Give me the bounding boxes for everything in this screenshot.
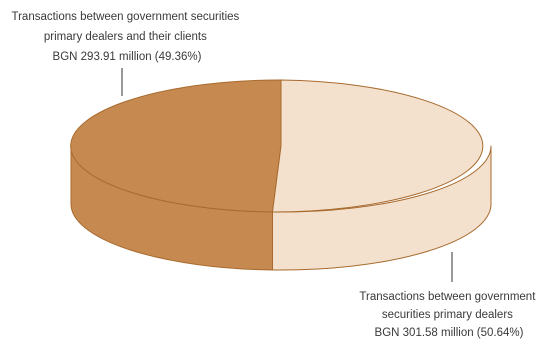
slice-label-dealers-line-3: BGN 301.58 million (50.64%) <box>375 327 524 339</box>
pie-slice-clients <box>70 79 282 213</box>
slice-label-dealers-line-2: securities primary dealers <box>382 309 513 321</box>
slice-label-dealers-line-1: Transactions between government <box>359 291 536 303</box>
slice-label-dealers: Transactions between government securiti… <box>359 291 538 339</box>
pie-slice-side-dealers <box>272 145 492 271</box>
slice-label-clients: Transactions between government securiti… <box>12 11 243 63</box>
slice-label-clients-line-1: Transactions between government securiti… <box>12 11 240 23</box>
slice-label-clients-line-2: primary dealers and their clients <box>44 31 207 43</box>
slice-label-clients-line-3: BGN 293.91 million (49.36%) <box>53 51 202 63</box>
pie-slice-dealers <box>272 79 484 213</box>
